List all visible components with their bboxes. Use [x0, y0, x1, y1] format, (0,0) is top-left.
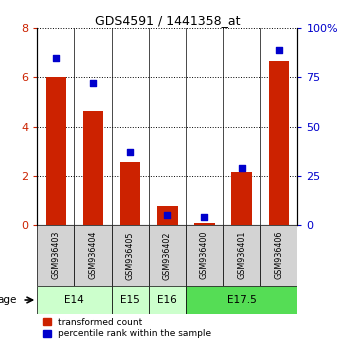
Text: GSM936405: GSM936405	[126, 231, 135, 280]
Point	[165, 212, 170, 218]
Bar	[186, 286, 297, 314]
Bar	[112, 286, 149, 314]
Point	[239, 165, 244, 171]
Bar	[269, 62, 289, 225]
Point	[276, 47, 282, 53]
Text: GSM936400: GSM936400	[200, 231, 209, 279]
Text: GSM936402: GSM936402	[163, 231, 172, 280]
Bar	[37, 225, 74, 286]
Text: GSM936406: GSM936406	[274, 231, 283, 279]
Text: GSM936401: GSM936401	[237, 231, 246, 279]
Bar	[120, 162, 140, 225]
Bar	[74, 225, 112, 286]
Bar	[83, 110, 103, 225]
Bar	[149, 286, 186, 314]
Point	[127, 149, 133, 155]
Text: E17.5: E17.5	[227, 295, 257, 305]
Text: E16: E16	[158, 295, 177, 305]
Bar	[157, 206, 177, 225]
Legend: transformed count, percentile rank within the sample: transformed count, percentile rank withi…	[42, 317, 212, 339]
Bar	[37, 286, 112, 314]
Point	[202, 214, 207, 220]
Bar	[186, 225, 223, 286]
Text: GSM936404: GSM936404	[89, 231, 97, 279]
Bar	[260, 225, 297, 286]
Point	[90, 80, 96, 86]
Bar	[46, 78, 66, 225]
Bar	[194, 223, 215, 225]
Bar	[149, 225, 186, 286]
Title: GDS4591 / 1441358_at: GDS4591 / 1441358_at	[95, 14, 240, 27]
Point	[53, 55, 58, 61]
Bar	[112, 225, 149, 286]
Text: age: age	[0, 295, 17, 305]
Bar	[223, 225, 260, 286]
Text: E14: E14	[65, 295, 84, 305]
Text: GSM936403: GSM936403	[51, 231, 60, 279]
Bar	[232, 172, 252, 225]
Text: E15: E15	[120, 295, 140, 305]
